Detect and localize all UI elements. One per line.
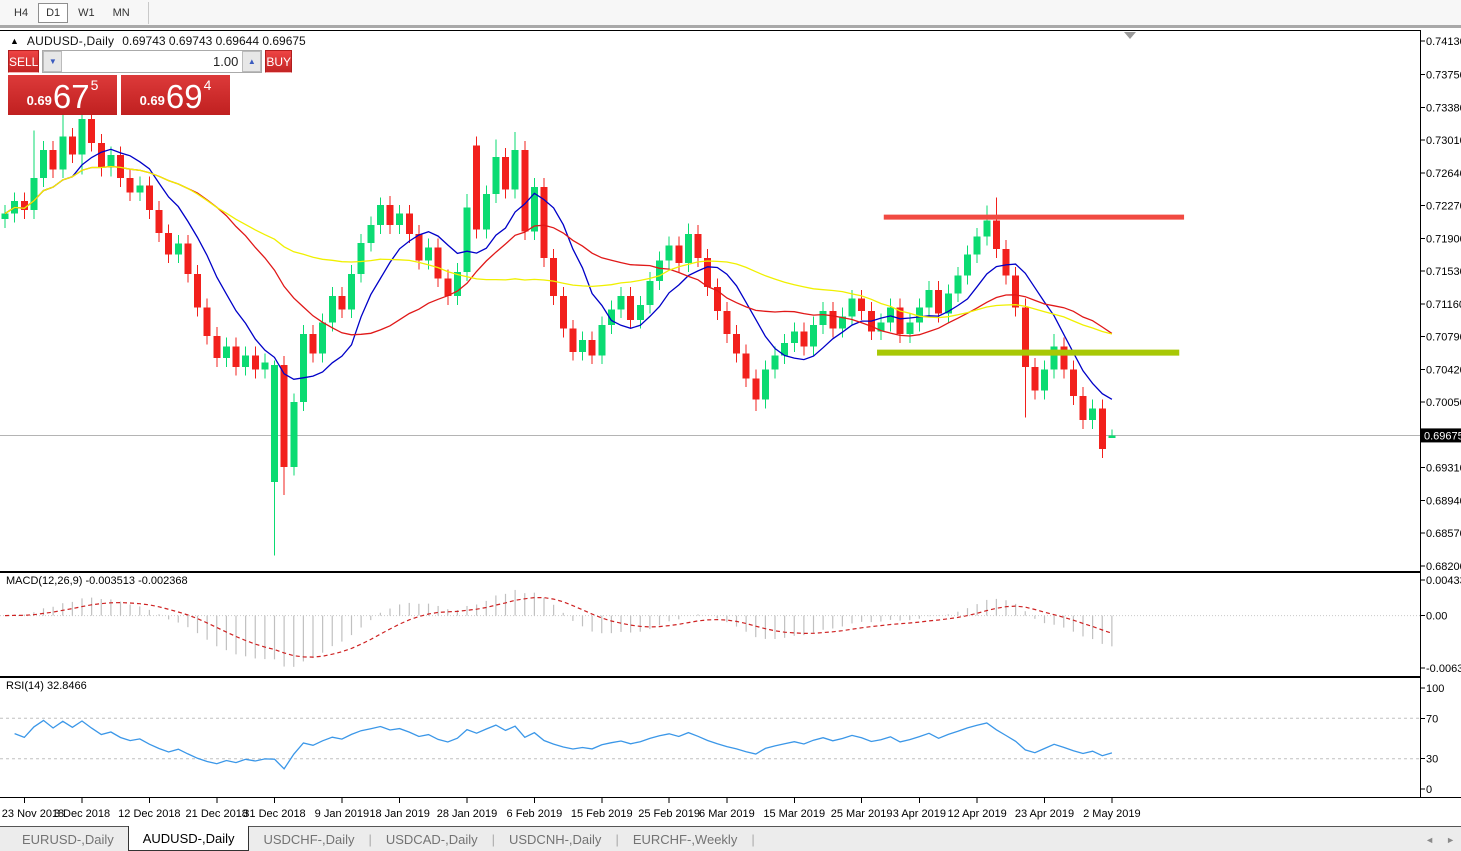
chart-tab-bar: EURUSD-,Daily AUDUSD-,Daily USDCHF-,Daily |… [0,826,1461,851]
candles-layer [1,107,1116,556]
chart-tab-usdchfdaily[interactable]: USDCHF-,Daily [263,831,355,847]
chart-tab-eurchfweekly[interactable]: EURCHF-,Weekly [632,831,738,847]
buy-button[interactable]: BUY [265,50,293,73]
svg-text:0: 0 [1426,784,1432,796]
chart-ohlc-values: 0.69743 0.69743 0.69644 0.69675 [122,34,306,48]
svg-text:31 Dec 2018: 31 Dec 2018 [243,808,305,820]
chart-tabs: EURUSD-,Daily AUDUSD-,Daily USDCHF-,Daily |… [8,826,755,851]
sell-button[interactable]: SELL [8,50,40,73]
volume-control: ▼ ▲ [42,50,263,73]
svg-text:12 Apr 2019: 12 Apr 2019 [947,808,1006,820]
svg-text:70: 70 [1426,713,1438,725]
svg-text:25 Feb 2019: 25 Feb 2019 [638,808,700,820]
svg-text:2 May 2019: 2 May 2019 [1083,808,1140,820]
svg-text:15 Feb 2019: 15 Feb 2019 [571,808,633,820]
chart-tab-usdcnhdaily[interactable]: USDCNH-,Daily [508,831,602,847]
timeframe-tab-mn[interactable]: MN [112,6,130,19]
volume-increase-icon[interactable]: ▲ [242,51,262,72]
svg-text:18 Jan 2019: 18 Jan 2019 [369,808,430,820]
tab-separator: | [615,831,619,847]
buy-price-box[interactable]: 0.69 69 4 [121,75,230,115]
svg-text:15 Mar 2019: 15 Mar 2019 [763,808,825,820]
tab-scroll-right-icon[interactable]: ► [1446,834,1455,845]
timeframe-tab-h4[interactable]: H4 [14,6,29,19]
svg-text:21 Dec 2018: 21 Dec 2018 [186,808,248,820]
volume-decrease-icon[interactable]: ▼ [43,51,63,72]
svg-text:3 Dec 2018: 3 Dec 2018 [54,808,110,820]
buy-price-pip: 4 [203,77,212,93]
macd-signal-line [4,596,1113,658]
chart-tab-eurusddaily[interactable]: EURUSD-,Daily [22,831,114,847]
macd-label: MACD(12,26,9) -0.003513 -0.002368 [6,575,188,587]
timeframe-tab-d1[interactable]: D1 [38,2,69,23]
timeframe-tab-w1[interactable]: W1 [78,6,95,19]
svg-text:6 Mar 2019: 6 Mar 2019 [699,808,755,820]
rsi-line [14,719,1113,770]
svg-text:3 Apr 2019: 3 Apr 2019 [893,808,946,820]
macd-histogram [14,589,1113,667]
svg-text:23 Nov 2018: 23 Nov 2018 [2,808,64,820]
svg-text:0.004331: 0.004331 [1426,575,1461,587]
svg-text:-0.006373: -0.006373 [1426,663,1461,675]
buy-price-prefix: 0.69 [139,93,165,108]
timeframe-toolbar: H4 D1 W1 MN [0,0,1461,28]
tab-separator: | [491,831,495,847]
sell-price-box[interactable]: 0.69 67 5 [8,75,117,115]
svg-text:28 Jan 2019: 28 Jan 2019 [437,808,498,820]
volume-input[interactable] [62,51,243,72]
svg-text:30: 30 [1426,754,1438,766]
moving-average-40 [4,165,1113,335]
svg-text:100: 100 [1426,683,1444,695]
collapse-panel-icon[interactable]: ▲ [10,36,19,46]
svg-text:25 Mar 2019: 25 Mar 2019 [831,808,893,820]
chart-symbol-label: AUDUSD-,Daily [26,34,115,48]
sell-price-pip: 5 [90,77,99,93]
tab-separator: | [368,831,372,847]
moving-average-8 [4,148,1113,400]
svg-text:9 Jan 2019: 9 Jan 2019 [315,808,369,820]
svg-text:0.69675: 0.69675 [1424,430,1461,442]
tab-separator: | [751,831,755,847]
toolbar-divider [147,1,149,24]
chart-shift-marker-icon [1124,32,1136,39]
svg-text:23 Apr 2019: 23 Apr 2019 [1015,808,1074,820]
tab-scroll-controls: ◄ ► [1425,827,1455,851]
chart-tab-usdcaddaily[interactable]: USDCAD-,Daily [385,831,478,847]
buy-price-big: 69 [165,78,203,115]
tab-scroll-left-icon[interactable]: ◄ [1425,834,1435,845]
rsi-label: RSI(14) 32.8466 [6,680,87,692]
chart-title-row: ▲ AUDUSD-,Daily 0.69743 0.69743 0.69644 … [10,34,306,48]
chart-tab-audusddaily[interactable]: AUDUSD-,Daily [127,826,250,851]
sell-price-prefix: 0.69 [26,93,52,108]
svg-text:6 Feb 2019: 6 Feb 2019 [507,808,563,820]
one-click-trading-panel: SELL ▼ ▲ BUY 0.69 67 5 0.69 69 4 [8,50,293,115]
sell-price-big: 67 [52,78,90,115]
current-price-tag [1421,428,1461,443]
svg-text:0.00: 0.00 [1426,611,1447,623]
svg-text:12 Dec 2018: 12 Dec 2018 [118,808,180,820]
